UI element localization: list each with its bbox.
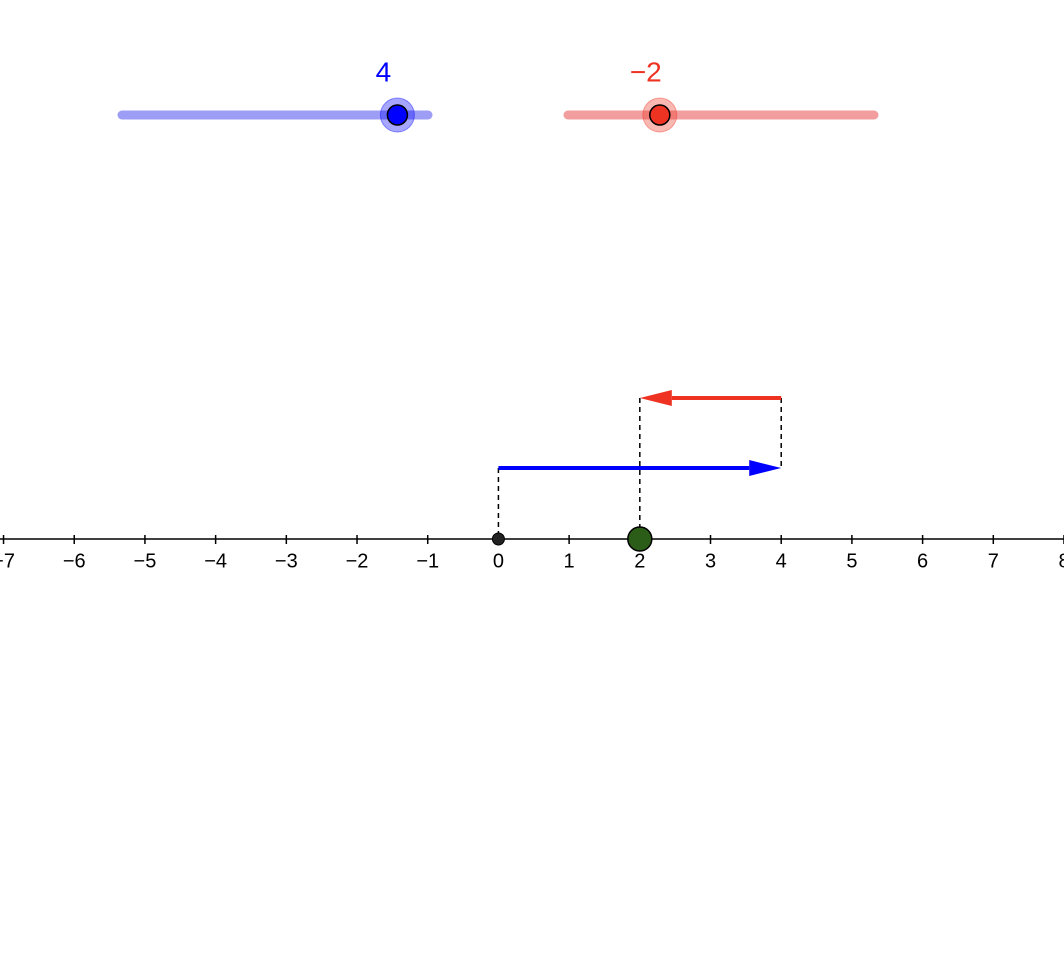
slider-value: 4 — [376, 56, 392, 87]
tick-label: 0 — [493, 550, 504, 572]
slider-value: −2 — [630, 56, 662, 87]
slider-knob[interactable] — [649, 104, 671, 126]
slider-knob[interactable] — [386, 104, 409, 126]
tick-label: 8 — [1058, 550, 1064, 572]
tick-label: 2 — [634, 550, 645, 572]
tick-label: −1 — [416, 550, 439, 572]
tick-label: 5 — [846, 550, 857, 572]
origin-point — [491, 532, 505, 546]
tick-label: 3 — [705, 550, 716, 572]
tick-label: −2 — [346, 550, 369, 572]
tick-label: 7 — [988, 550, 999, 572]
result-point[interactable] — [627, 526, 653, 552]
tick-label: −3 — [275, 550, 298, 572]
vector-head — [639, 390, 672, 406]
tick-label: 4 — [776, 550, 787, 572]
tick-label: −4 — [204, 550, 227, 572]
tick-label: −6 — [63, 550, 86, 572]
tick-label: 6 — [917, 550, 928, 572]
tick-label: −7 — [0, 550, 15, 572]
tick-label: 1 — [564, 550, 575, 572]
tick-label: −5 — [134, 550, 157, 572]
vector-head — [749, 460, 782, 476]
